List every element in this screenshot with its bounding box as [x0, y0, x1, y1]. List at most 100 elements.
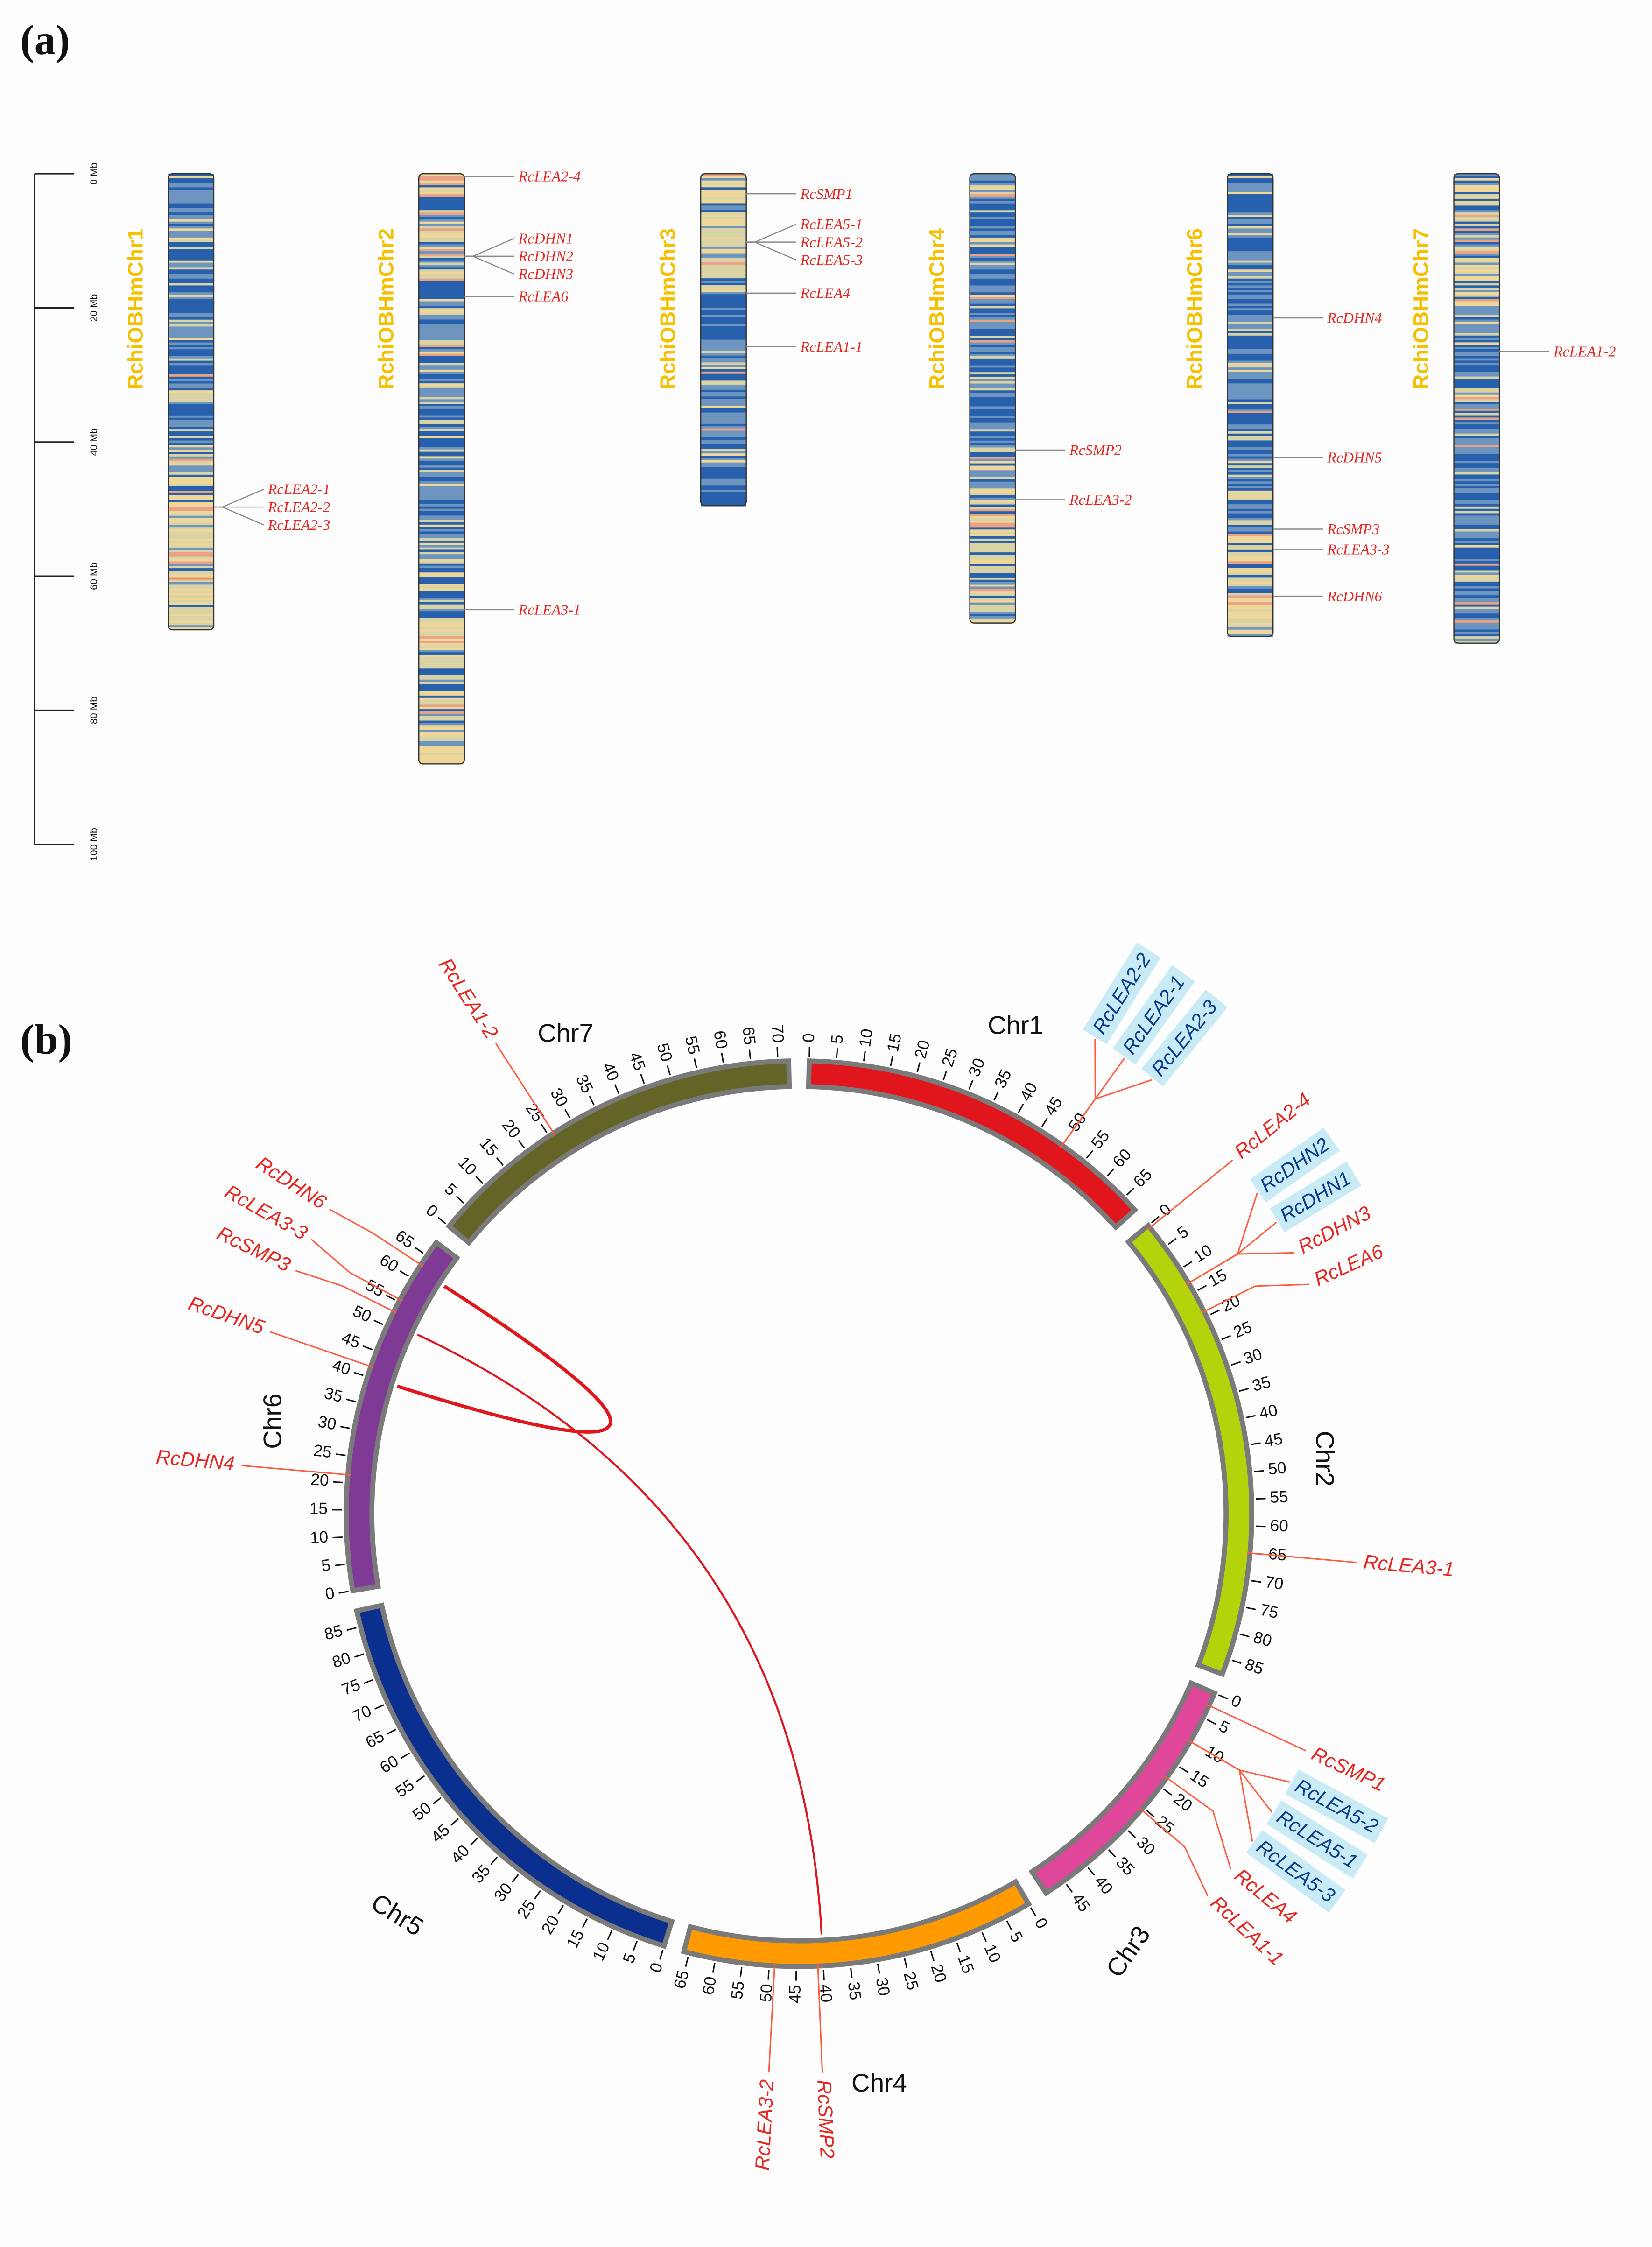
chromosome-band: [1227, 579, 1273, 583]
chromosome-band: [419, 579, 464, 583]
chromosome-band: [419, 470, 464, 473]
chromosome-band: [970, 538, 1016, 542]
chromosome-band: [1454, 602, 1500, 605]
chromosome-band: [1227, 262, 1273, 266]
chromosome-band: [1227, 353, 1273, 357]
scale-tick-label-group: 65: [363, 1727, 387, 1752]
chromosome-band: [1227, 488, 1273, 492]
chromosome-band: [1227, 333, 1273, 337]
chromosome-band: [1227, 538, 1273, 542]
chromosome-band: [1227, 620, 1273, 624]
chromosome-band: [1227, 613, 1273, 617]
chromosome-band: [701, 333, 746, 336]
chromosome-band: [1454, 465, 1500, 469]
gene-marker-line: [1164, 1775, 1232, 1870]
gene-marker-line: [1201, 1283, 1310, 1314]
chromosome-band: [419, 454, 464, 457]
chromosome-band: [168, 529, 214, 533]
scale-tick-label-group: 5: [619, 1951, 640, 1966]
chromosome-band: [701, 426, 746, 429]
chromosome-band: [1227, 205, 1273, 209]
chromosome-band: [1227, 212, 1273, 216]
chromosome-band: [970, 356, 1016, 359]
chromosome-band: [168, 552, 214, 556]
scale-tick: [1087, 1867, 1095, 1876]
chromosome-band: [970, 595, 1016, 599]
chromosome-band: [1227, 588, 1273, 592]
chromosome-band: [970, 422, 1016, 425]
chromosome-band: [168, 258, 214, 261]
chromosome-band: [1227, 217, 1273, 220]
chromosome-band: [1227, 340, 1273, 343]
scale-tick-label: 50: [1065, 1109, 1090, 1134]
chromosome-band: [701, 281, 746, 284]
chromosome-band: [701, 237, 746, 240]
chromosome-band: [419, 581, 464, 585]
chromosome-band: [1454, 490, 1500, 493]
chromosome-band: [970, 285, 1016, 289]
chromosome-band: [1227, 244, 1273, 247]
chromosome-band: [419, 500, 464, 503]
chromosome-band: [168, 185, 214, 188]
chromosome-band: [1454, 299, 1500, 302]
chromosome-band: [701, 228, 746, 232]
chromosome-band: [168, 548, 214, 551]
chromosome-band: [419, 604, 464, 607]
scale-tick-label: 20: [1219, 1291, 1243, 1316]
chromosome-band: [168, 239, 214, 243]
chromosome-band: [970, 458, 1016, 462]
scale-tick-label: 20: [499, 1116, 524, 1142]
chromosome-band: [970, 196, 1016, 200]
chromosome-band: [419, 242, 464, 245]
scale-tick-label-group: 60: [710, 1029, 731, 1050]
chromosome-band: [1454, 369, 1500, 373]
chromosome-band: [1227, 251, 1273, 254]
chromosome-band: [701, 422, 746, 425]
chromosome-band: [419, 599, 464, 603]
chromosome-band: [1227, 296, 1273, 300]
gene-marker-line: [241, 1465, 351, 1476]
chromosome-band: [1227, 451, 1273, 455]
chromosome-band: [970, 525, 1016, 528]
scale-tick: [1254, 1470, 1264, 1472]
chromosome-band: [1227, 409, 1273, 412]
chromosome-band: [1454, 406, 1500, 409]
chromosome-band: [1227, 399, 1273, 402]
scale-tick: [1179, 1766, 1188, 1773]
gene-marker-line: [1139, 1807, 1209, 1896]
chromosome-band: [419, 376, 464, 380]
chromosome-band: [1227, 623, 1273, 626]
chromosome-band: [168, 454, 214, 457]
chromosome-band: [970, 536, 1016, 540]
chromosome-band: [1454, 497, 1500, 500]
chromosome-band: [419, 235, 464, 238]
chromosome-band: [970, 529, 1016, 533]
gene-marker-line: [1186, 1252, 1294, 1285]
chromosome-band: [168, 538, 214, 542]
chromosome-band: [168, 413, 214, 416]
chromosome-band: [419, 663, 464, 667]
chromosome-band: [1227, 376, 1273, 380]
chromosome-band: [168, 290, 214, 293]
chromosome-band: [419, 474, 464, 478]
scale-tick-label-group: 70: [1264, 1573, 1285, 1593]
chromosome-band: [1454, 333, 1500, 336]
chromosome-band: [168, 317, 214, 320]
chromosome-band: [1454, 381, 1500, 384]
chromosome-band: [168, 267, 214, 270]
chromosome-band: [419, 625, 464, 628]
chromosome-band: [419, 675, 464, 678]
chromosome-band: [168, 345, 214, 348]
chromosome-band: [970, 518, 1016, 521]
chromosome-band: [1454, 392, 1500, 395]
chromosome-band: [419, 556, 464, 560]
chromosome-band: [168, 502, 214, 505]
chromosome-band: [1454, 622, 1500, 626]
chromosome-band: [701, 190, 746, 193]
scale-tick-label-group: 65: [739, 1026, 759, 1046]
chromosome-title: RchiOBHmChr2: [374, 228, 398, 390]
chromosome-band: [1454, 208, 1500, 211]
chromosome-band: [1227, 317, 1273, 320]
chromosome-band: [419, 524, 464, 528]
highlight-box: [1083, 943, 1161, 1045]
